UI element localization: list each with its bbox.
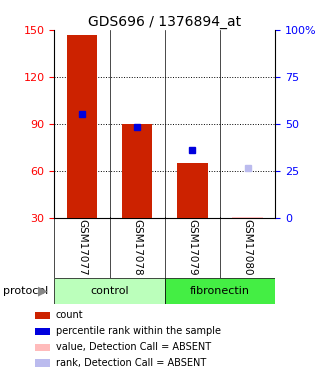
Text: control: control — [90, 286, 129, 296]
Bar — [54, 278, 165, 304]
Title: GDS696 / 1376894_at: GDS696 / 1376894_at — [88, 15, 241, 29]
Text: fibronectin: fibronectin — [190, 286, 250, 296]
Bar — [67, 35, 97, 218]
Bar — [35, 328, 50, 335]
Text: count: count — [56, 310, 84, 321]
Text: value, Detection Call = ABSENT: value, Detection Call = ABSENT — [56, 342, 211, 352]
Text: GSM17077: GSM17077 — [77, 219, 87, 276]
Text: percentile rank within the sample: percentile rank within the sample — [56, 326, 221, 336]
Bar — [35, 312, 50, 319]
Bar — [177, 163, 208, 218]
Text: GSM17078: GSM17078 — [132, 219, 142, 276]
Text: GSM17080: GSM17080 — [243, 219, 252, 276]
Bar — [35, 344, 50, 351]
Bar — [122, 124, 152, 218]
Bar — [165, 278, 275, 304]
Text: protocol: protocol — [3, 286, 48, 296]
Text: rank, Detection Call = ABSENT: rank, Detection Call = ABSENT — [56, 358, 206, 368]
Text: ▶: ▶ — [38, 284, 48, 297]
Text: GSM17079: GSM17079 — [188, 219, 197, 276]
Bar — [35, 360, 50, 367]
